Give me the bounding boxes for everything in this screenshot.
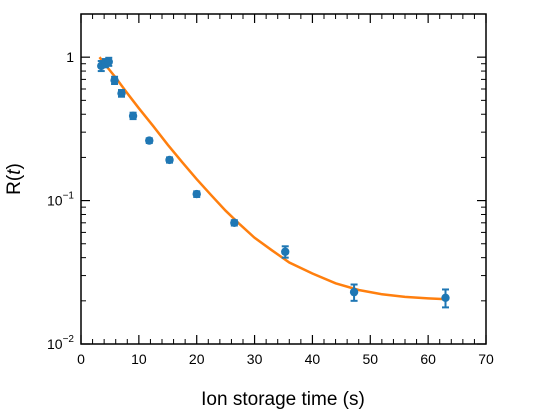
y-tick-label: 10−2: [47, 334, 74, 352]
y-tick-label-base: 10: [47, 336, 63, 352]
y-tick-label: 1: [66, 49, 74, 65]
plot-frame: [80, 13, 487, 345]
x-tick-label: 0: [77, 351, 85, 367]
y-axis-title-base: R(: [4, 174, 25, 195]
data-point: [145, 136, 154, 145]
x-tick-label: 40: [305, 351, 321, 367]
y-tick-label: 10−1: [47, 191, 74, 209]
data-point: [104, 57, 113, 66]
y-axis-title-close: ): [4, 163, 25, 169]
data-point: [165, 155, 174, 165]
y-tick-label-exponent: −1: [63, 191, 75, 202]
x-tick-label: 50: [362, 351, 378, 367]
fit-curve: [98, 56, 448, 301]
y-tick-label-base: 10: [47, 193, 63, 209]
x-tick-label: 60: [420, 351, 436, 367]
x-tick-label: 30: [247, 351, 263, 367]
y-tick-labels: 110−110−2: [47, 49, 74, 352]
data-point: [349, 287, 359, 297]
x-tick-label: 20: [189, 351, 205, 367]
data-point: [117, 89, 126, 98]
data-point: [128, 111, 138, 121]
data-point: [110, 76, 119, 85]
data-point: [230, 218, 239, 228]
x-tick-label: 70: [478, 351, 494, 367]
ticks: [80, 13, 487, 345]
x-tick-label: 10: [131, 351, 147, 367]
x-axis-title: Ion storage time (s): [201, 389, 365, 410]
data-point: [281, 247, 290, 256]
data-point: [192, 189, 201, 199]
data-point: [441, 293, 450, 302]
y-axis-title-var: t: [4, 169, 25, 175]
x-tick-labels: 0 10 20 30 40 50 60 70: [77, 351, 494, 367]
y-tick-label-base: 1: [66, 49, 74, 65]
y-tick-label-exponent: −2: [63, 334, 75, 345]
data-points: [97, 56, 450, 309]
y-axis-title: R(t): [4, 163, 25, 195]
